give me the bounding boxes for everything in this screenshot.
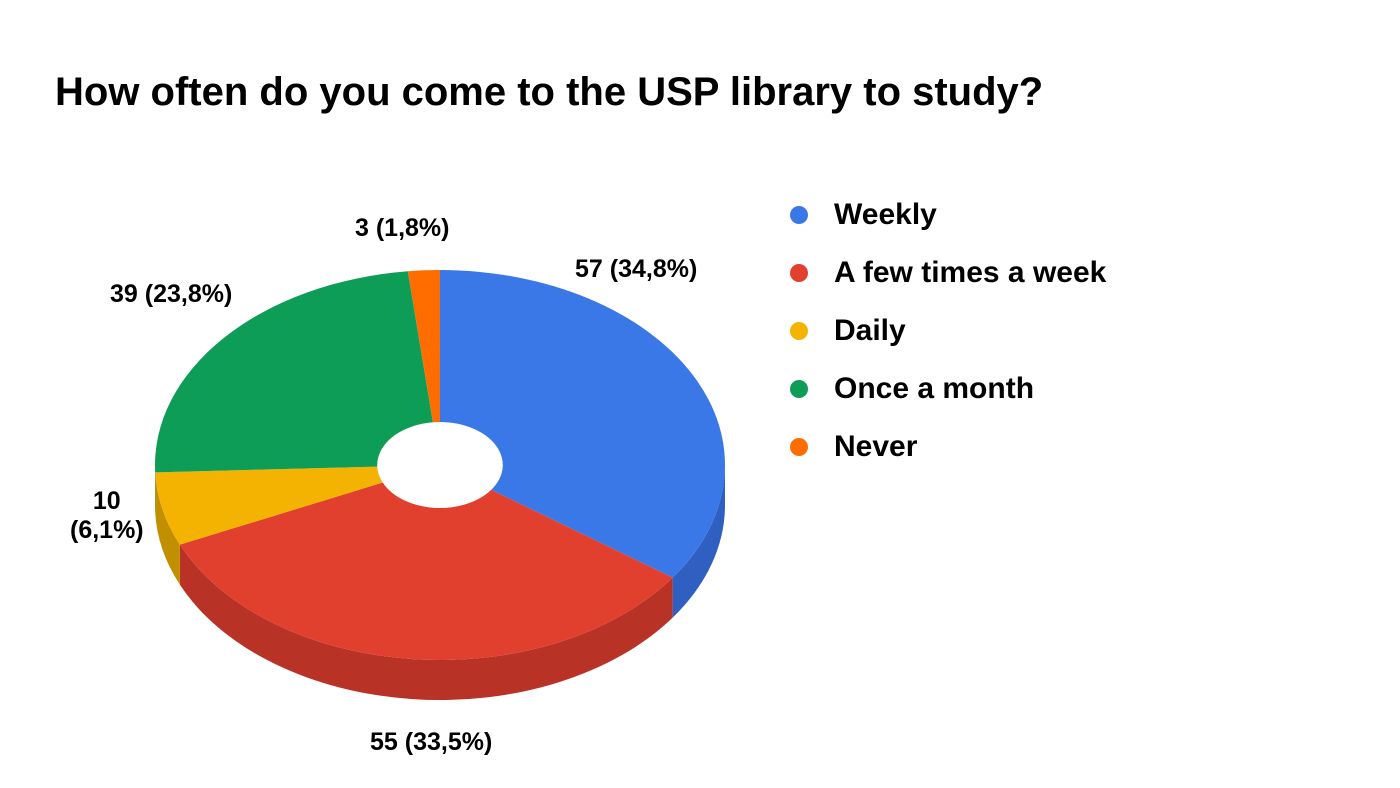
legend-label: A few times a week: [834, 256, 1106, 290]
pie-data-label: 55 (33,5%): [370, 728, 492, 757]
legend-dot: [790, 380, 808, 398]
pie-data-label: 57 (34,8%): [575, 255, 697, 284]
pie-data-label: 3 (1,8%): [355, 214, 449, 243]
pie-center-hole: [377, 422, 502, 508]
pie-chart: 57 (34,8%)55 (33,5%)10 (6,1%)39 (23,8%)3…: [80, 200, 780, 760]
legend-label: Once a month: [834, 372, 1034, 406]
legend-label: Never: [834, 430, 917, 464]
legend-dot: [790, 438, 808, 456]
legend-item: Once a month: [790, 372, 1106, 406]
chart-title: How often do you come to the USP library…: [55, 70, 1043, 115]
legend-dot: [790, 206, 808, 224]
legend-item: A few times a week: [790, 256, 1106, 290]
legend-label: Weekly: [834, 198, 937, 232]
pie-data-label: 10 (6,1%): [70, 487, 144, 545]
legend-dot: [790, 322, 808, 340]
legend-item: Daily: [790, 314, 1106, 348]
legend-dot: [790, 264, 808, 282]
legend-item: Weekly: [790, 198, 1106, 232]
chart-legend: Weekly A few times a week Daily Once a mont…: [790, 198, 1106, 488]
pie-data-label: 39 (23,8%): [110, 280, 232, 309]
legend-label: Daily: [834, 314, 906, 348]
legend-item: Never: [790, 430, 1106, 464]
